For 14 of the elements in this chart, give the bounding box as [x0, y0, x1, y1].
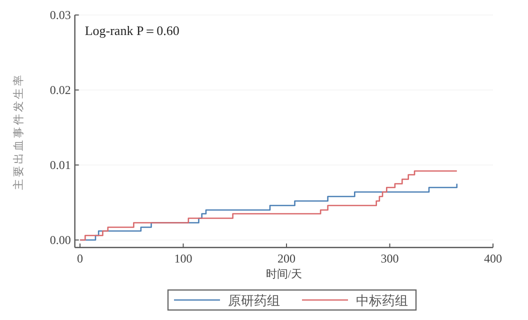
x-tick-label: 300	[380, 252, 399, 266]
x-tick-label: 200	[278, 252, 296, 266]
x-tick-label: 0	[77, 252, 83, 266]
legend-label: 原研药组	[228, 293, 280, 308]
annotation: Log-rank P＝0.60	[84, 23, 180, 38]
y-tick-label: 0.00	[50, 233, 71, 247]
x-axis-title: 时间/天	[266, 268, 302, 280]
x-tick-label: 100	[174, 252, 192, 266]
legend-label: 中标药组	[356, 293, 408, 308]
y-axis-title: 主要出血事件发生率	[12, 72, 25, 190]
x-tick-label: 400	[484, 252, 502, 266]
y-tick-label: 0.02	[50, 83, 71, 97]
y-tick-label: 0.03	[50, 8, 71, 22]
y-tick-label: 0.01	[50, 158, 71, 172]
